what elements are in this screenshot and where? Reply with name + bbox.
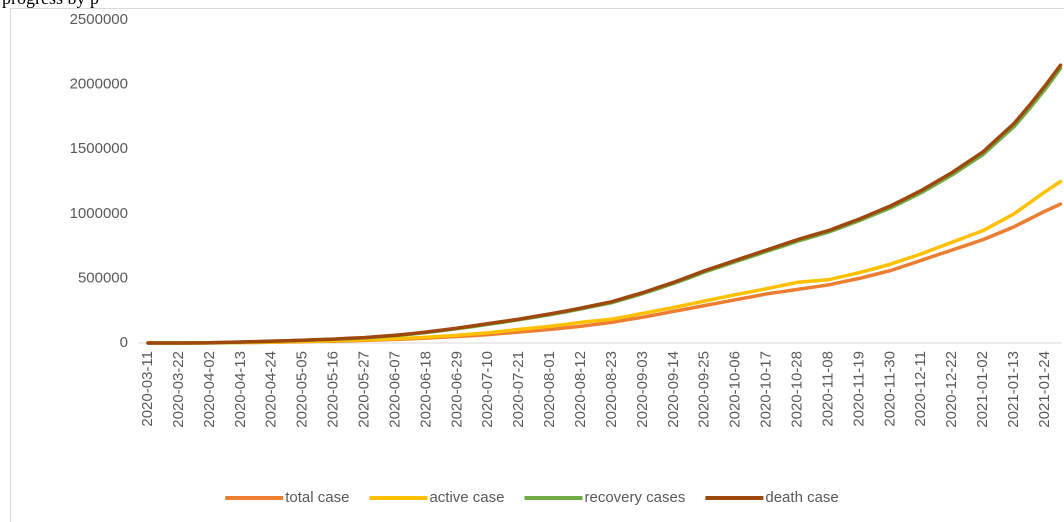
series-line — [146, 63, 1063, 345]
x-tick-label: 2020-04-02 — [201, 351, 218, 428]
y-tick-label: 2000000 — [70, 76, 128, 93]
x-tick-label: 2020-07-10 — [479, 351, 496, 428]
y-tick-label: 0 — [120, 334, 128, 351]
x-tick-label: 2021-01-24 — [1036, 351, 1053, 428]
series-line — [146, 179, 1063, 345]
x-tick-label: 2020-03-11 — [139, 351, 156, 427]
chart-border — [10, 8, 1064, 522]
x-tick-label: 2020-06-29 — [448, 351, 465, 428]
x-tick-label: 2020-06-07 — [386, 351, 403, 428]
x-tick-label: 2020-07-21 — [510, 351, 527, 428]
x-tick-label: 2020-10-17 — [758, 351, 775, 428]
x-tick-label: 2020-12-11 — [912, 351, 929, 427]
legend-label: total case — [285, 489, 349, 506]
x-tick-label: 2020-12-22 — [943, 351, 960, 428]
x-tick-label: 2020-03-22 — [170, 351, 187, 428]
x-tick-label: 2020-10-06 — [727, 351, 744, 428]
x-tick-label: 2020-05-16 — [325, 351, 342, 428]
chart-title: progress by p — [2, 0, 99, 8]
x-tick-label: 2020-04-24 — [263, 351, 280, 428]
legend-label: recovery cases — [585, 489, 686, 506]
x-tick-label: 2020-04-13 — [232, 351, 249, 428]
x-tick-label: 2020-06-18 — [417, 351, 434, 428]
x-tick-label: 2020-05-27 — [355, 351, 372, 428]
legend-label: active case — [429, 489, 504, 506]
y-tick-label: 1000000 — [70, 205, 128, 222]
x-tick-label: 2021-01-02 — [974, 351, 991, 428]
x-tick-label: 2020-11-19 — [850, 351, 867, 427]
y-tick-label: 2500000 — [70, 11, 128, 28]
x-tick-label: 2021-01-13 — [1005, 351, 1022, 428]
x-tick-label: 2020-10-28 — [789, 351, 806, 428]
series-line — [146, 202, 1063, 345]
x-tick-label: 2020-09-14 — [665, 351, 682, 428]
x-tick-label: 2020-05-05 — [294, 351, 311, 428]
x-tick-label: 2020-11-08 — [819, 351, 836, 427]
x-tick-label: 2020-08-23 — [603, 351, 620, 428]
x-tick-label: 2020-08-12 — [572, 351, 589, 428]
legend-label: death case — [765, 489, 838, 506]
x-tick-label: 2020-08-01 — [541, 351, 558, 428]
x-tick-label: 2020-09-03 — [634, 351, 651, 428]
y-tick-label: 500000 — [78, 269, 128, 286]
y-tick-label: 1500000 — [70, 140, 128, 157]
x-tick-label: 2020-11-30 — [881, 351, 898, 427]
x-tick-label: 2020-09-25 — [696, 351, 713, 428]
legend: total case active case recovery cases death… — [225, 489, 839, 506]
